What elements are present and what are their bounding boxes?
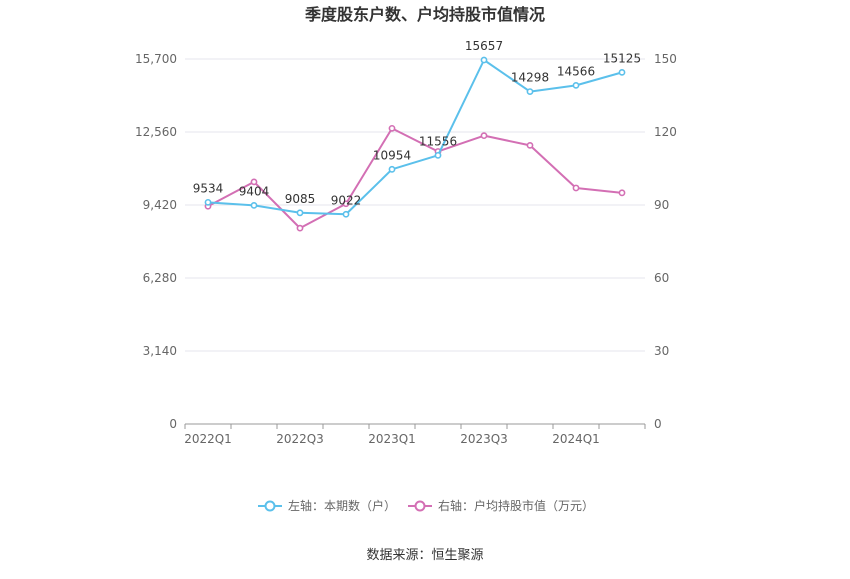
right-axis-tick-label: 120 bbox=[654, 125, 677, 139]
left-axis-tick-label: 9,420 bbox=[143, 198, 177, 212]
data-point bbox=[250, 201, 258, 209]
x-axis-tick-label: 2023Q1 bbox=[368, 432, 416, 446]
right-axis-tick-label: 90 bbox=[654, 198, 669, 212]
data-point bbox=[572, 81, 580, 89]
x-axis-tick-label: 2022Q3 bbox=[276, 432, 324, 446]
data-point bbox=[526, 88, 534, 95]
data-label: 10954 bbox=[373, 148, 411, 162]
x-axis-tick-label: 2023Q3 bbox=[460, 432, 508, 446]
right-axis-tick-label: 150 bbox=[654, 52, 677, 66]
data-point bbox=[342, 210, 350, 218]
data-point bbox=[526, 141, 534, 149]
legend-label: 右轴：户均持股市值（万元） bbox=[438, 498, 594, 513]
left-axis-tick-label: 15,700 bbox=[135, 52, 177, 66]
data-label-layer: 9534 9404 9085 9022 10954 11556 15657 14298 1456… bbox=[193, 39, 641, 207]
data-point bbox=[342, 200, 350, 208]
data-label: 9534 bbox=[193, 181, 224, 195]
legend-label: 左轴：本期数（户） bbox=[288, 498, 396, 513]
series-line bbox=[207, 58, 623, 216]
right-axis-tick-label: 0 bbox=[654, 417, 662, 431]
x-axis-tick-label: 2024Q1 bbox=[552, 432, 600, 446]
data-label: 15125 bbox=[603, 51, 641, 65]
left-axis-tick-label: 6,280 bbox=[143, 271, 177, 285]
data-label: 9404 bbox=[239, 184, 270, 198]
data-label: 9085 bbox=[285, 192, 316, 206]
legend-marker bbox=[264, 500, 276, 512]
data-point bbox=[572, 184, 580, 192]
data-point bbox=[618, 68, 626, 76]
data-point bbox=[480, 56, 488, 64]
legend-marker bbox=[414, 500, 426, 512]
data-label: 14298 bbox=[511, 71, 549, 85]
source-note: 数据来源：恒生聚源 bbox=[366, 548, 483, 563]
left-axis-tick-label: 12,560 bbox=[135, 125, 177, 139]
data-label: 14566 bbox=[557, 64, 595, 78]
left-axis-tick-label: 3,140 bbox=[143, 344, 177, 358]
data-label: 9022 bbox=[331, 193, 362, 207]
left-axis-tick-label: 0 bbox=[169, 417, 177, 431]
data-point bbox=[434, 151, 442, 159]
data-label: 11556 bbox=[419, 134, 457, 148]
data-label: 15657 bbox=[465, 39, 503, 53]
chart-title: 季度股东户数、户均持股市值情况 bbox=[304, 5, 545, 24]
legend: 左轴：本期数（户） 右轴：户均持股市值（万元） bbox=[258, 498, 594, 513]
grid-layer bbox=[185, 58, 645, 352]
data-point bbox=[618, 189, 626, 197]
series-layer bbox=[204, 56, 626, 232]
data-point bbox=[296, 209, 304, 217]
series-line bbox=[207, 127, 623, 230]
legend-item: 右轴：户均持股市值（万元） bbox=[408, 498, 594, 513]
right-axis-tick-label: 60 bbox=[654, 271, 669, 285]
data-point bbox=[388, 165, 396, 173]
x-axis-tick-label: 2022Q1 bbox=[184, 432, 232, 446]
data-point bbox=[480, 132, 488, 140]
data-point bbox=[388, 124, 396, 132]
data-point bbox=[250, 178, 258, 186]
axis-layer: 0 3,140 6,280 9,420 12,560 15,700 0 30 60 90 120 15… bbox=[135, 52, 677, 446]
data-point bbox=[204, 198, 212, 206]
legend-item: 左轴：本期数（户） bbox=[258, 498, 396, 513]
right-axis-tick-label: 30 bbox=[654, 344, 669, 358]
data-point bbox=[296, 224, 304, 232]
